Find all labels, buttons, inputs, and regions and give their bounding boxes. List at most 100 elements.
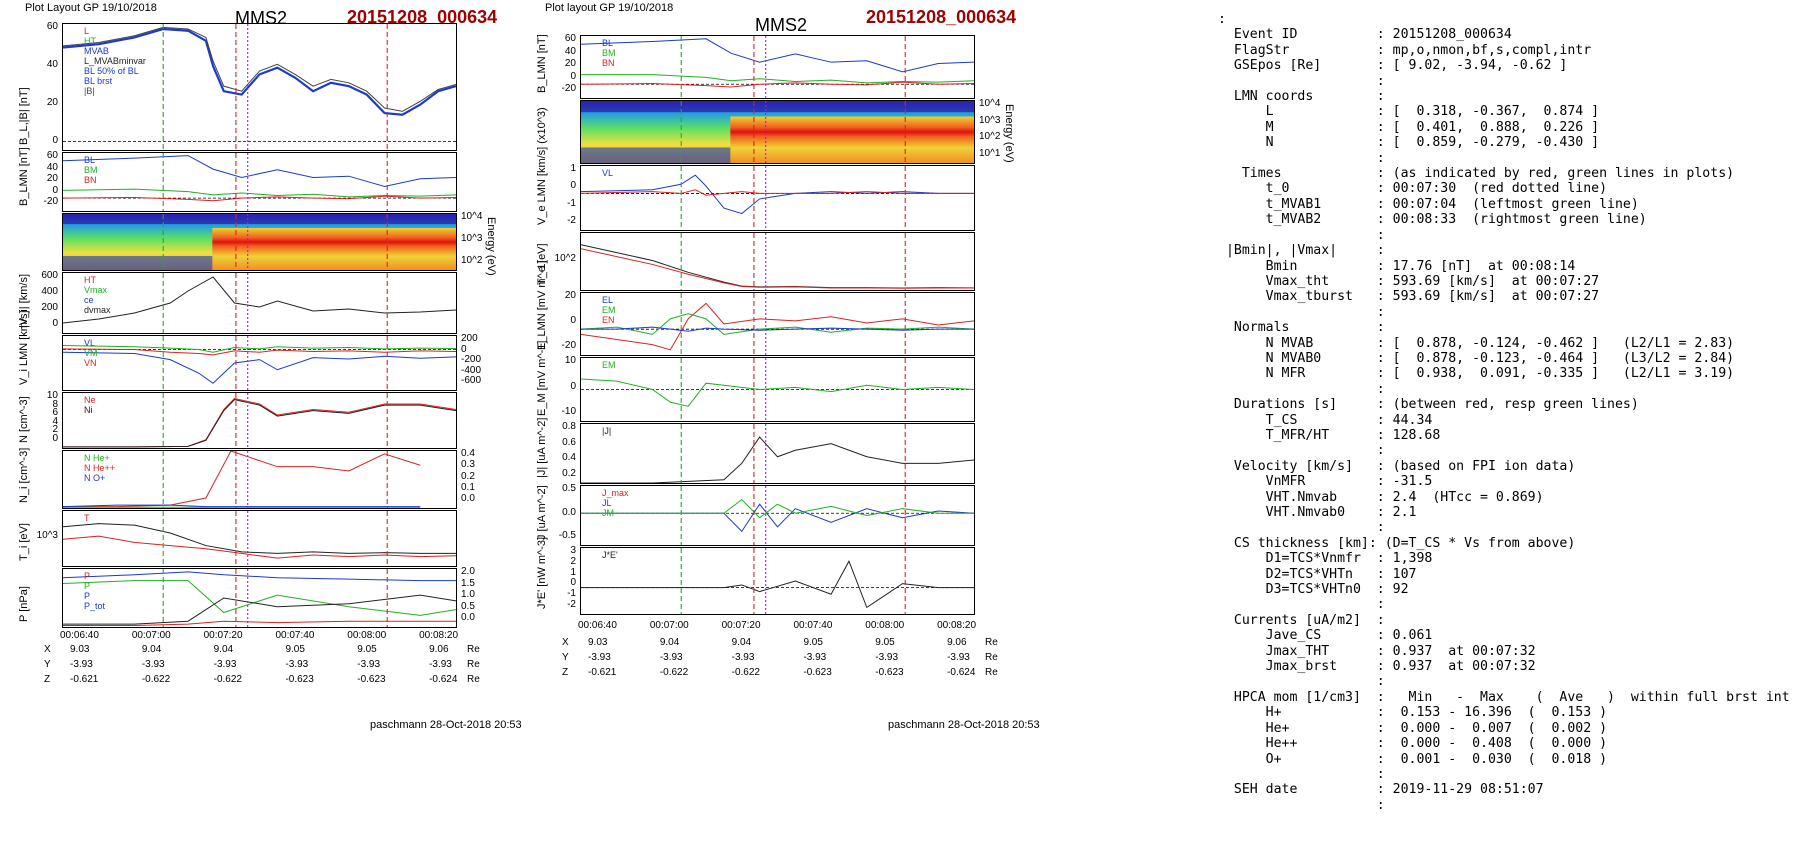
summary-line: Vmax_tht : 593.69 [km/s] at 00:07:27 (1218, 273, 1600, 289)
summary-line: : (1218, 227, 1385, 243)
legend-entry: HT (84, 275, 96, 285)
ephemeris-value: -3.93 (588, 652, 611, 663)
ephemeris-label: X (44, 644, 51, 655)
legend-entry: N O+ (84, 473, 106, 483)
right-7-panel-plot (581, 486, 974, 545)
time-tick-label: 00:08:00 (865, 620, 905, 631)
y-tick-label: 40 (564, 45, 576, 57)
ephemeris-label: X (562, 637, 569, 648)
series-vn (581, 189, 974, 196)
ephemeris-value: 9.03 (588, 637, 608, 648)
y-axis-label: Energy (eV) (1003, 104, 1015, 163)
ephemeris-value: -0.622 (141, 674, 171, 685)
time-tick-label: 00:08:20 (937, 620, 977, 631)
legend-entry: EM (602, 305, 616, 315)
summary-line: Velocity [km/s] : (based on FPI ion data… (1218, 458, 1576, 474)
summary-line: : (1218, 150, 1385, 166)
ephemeris-label: Y (44, 659, 51, 670)
y-tick-label: 0.2 (562, 468, 576, 479)
y-tick-label: 0 (570, 70, 576, 82)
summary-line: M : [ 0.401, 0.888, 0.226 ] (1218, 119, 1600, 135)
y-axis-label: B_L,|B| [nT] (18, 87, 30, 145)
series-el (581, 326, 974, 332)
y-tick-label: -20 (561, 83, 576, 94)
panel-legend: VL (602, 168, 613, 178)
left-1-panel (62, 152, 457, 212)
series-p-b (63, 580, 456, 616)
ephemeris-value: -0.623 (803, 667, 832, 678)
right-0-panel-plot (581, 36, 974, 98)
ephemeris-value: -3.93 (141, 659, 165, 670)
left-5-panel-plot (63, 393, 456, 448)
summary-line: N MVAB0 : [ 0.878, -0.123, -0.464 ] (L3/… (1218, 350, 1735, 366)
summary-line: SEH date : 2019-11-29 08:51:07 (1218, 782, 1544, 798)
right-4-panel (580, 292, 975, 356)
y-tick-label: 20 (564, 290, 576, 301)
left-event-title: 20151208_000634 (347, 7, 498, 27)
series-n-o- (63, 504, 421, 508)
legend-entry: VN (84, 358, 97, 368)
left-5-panel (62, 392, 457, 449)
right-2-panel (580, 165, 975, 231)
y-tick-label: 0.4 (562, 452, 576, 464)
y-tick-label: 0.2 (461, 470, 475, 482)
y-tick-label: 0.0 (562, 506, 576, 518)
y-tick-label: 10^3 (461, 233, 483, 244)
left-6-panel (62, 450, 457, 509)
series-vn (63, 348, 456, 356)
left-8-panel-plot (63, 569, 456, 627)
legend-entry: BN (84, 175, 97, 185)
ephemeris-unit: Re (985, 652, 998, 663)
series-em (581, 378, 974, 407)
left-1-panel-plot (63, 153, 456, 211)
series--vi- (63, 276, 456, 324)
y-tick-label: 0.3 (461, 459, 475, 471)
legend-entry: JL (602, 498, 612, 508)
summary-line: FlagStr : mp,o,nmon,bf,s,compl,intr (1218, 42, 1592, 58)
y-tick-label: -1 (567, 588, 576, 600)
ephemeris-value: -0.622 (731, 667, 760, 678)
y-tick-label: -200 (461, 354, 482, 365)
y-tick-label: 6 (52, 407, 58, 419)
series-te (581, 244, 974, 289)
y-tick-label: 1 (570, 566, 576, 578)
panel-legend: EL EM EN (602, 295, 616, 325)
series-ni (63, 399, 456, 448)
legend-entry: L_MVABminvar (84, 56, 146, 66)
y-tick-label: 2.0 (461, 566, 475, 577)
time-tick-label: 00:08:00 (347, 630, 387, 641)
series-bl (581, 38, 974, 73)
y-tick-label: 2 (570, 555, 576, 567)
ephemeris-value: -3.93 (213, 659, 237, 670)
summary-line: : (1218, 766, 1385, 782)
y-tick-label: -20 (43, 196, 58, 207)
summary-line: Times : (as indicated by red, green line… (1218, 166, 1735, 182)
legend-entry: VM (84, 348, 98, 358)
y-tick-label: 1 (570, 163, 576, 174)
series-j-e- (581, 560, 974, 609)
summary-line: Vmax_tburst : 593.69 [km/s] at 00:07:27 (1218, 289, 1600, 305)
panel-legend: BL BM BN (602, 38, 616, 68)
y-tick-label: 0 (52, 433, 58, 444)
summary-line: GSEpos [Re] : [ 9.02, -3.94, -0.62 ] (1218, 58, 1568, 74)
y-axis-label: N_i [cm^-3] (18, 447, 30, 503)
y-tick-label: 0.5 (562, 483, 576, 494)
right-2-panel-plot (581, 166, 974, 230)
summary-line: Jmax_THT : 0.937 at 00:07:32 (1218, 643, 1536, 659)
ephemeris-value: -0.622 (213, 674, 242, 685)
legend-entry: JM (602, 508, 614, 518)
right-footer: paschmann 28-Oct-2018 20:53 (888, 719, 1040, 731)
summary-line: T_CS : 44.34 (1218, 412, 1433, 428)
summary-line: : (1218, 12, 1226, 27)
legend-entry: J_max (602, 488, 629, 498)
ephemeris-value: -3.93 (70, 659, 93, 670)
summary-line: VHT.Nmvab : 2.4 (HTcc = 0.869) (1218, 489, 1544, 505)
series-bm (63, 188, 456, 198)
right-7-panel (580, 485, 975, 546)
summary-line: t_MVAB2 : 00:08:33 (rightmost green line… (1218, 212, 1647, 228)
y-axis-label: Energy (eV) (485, 217, 497, 276)
left-plot-layout-label: Plot Layout GP 19/10/2018 (25, 2, 157, 14)
right-1-panel (580, 100, 975, 164)
legend-entry: ce (84, 295, 94, 305)
series-p-th (63, 594, 456, 625)
